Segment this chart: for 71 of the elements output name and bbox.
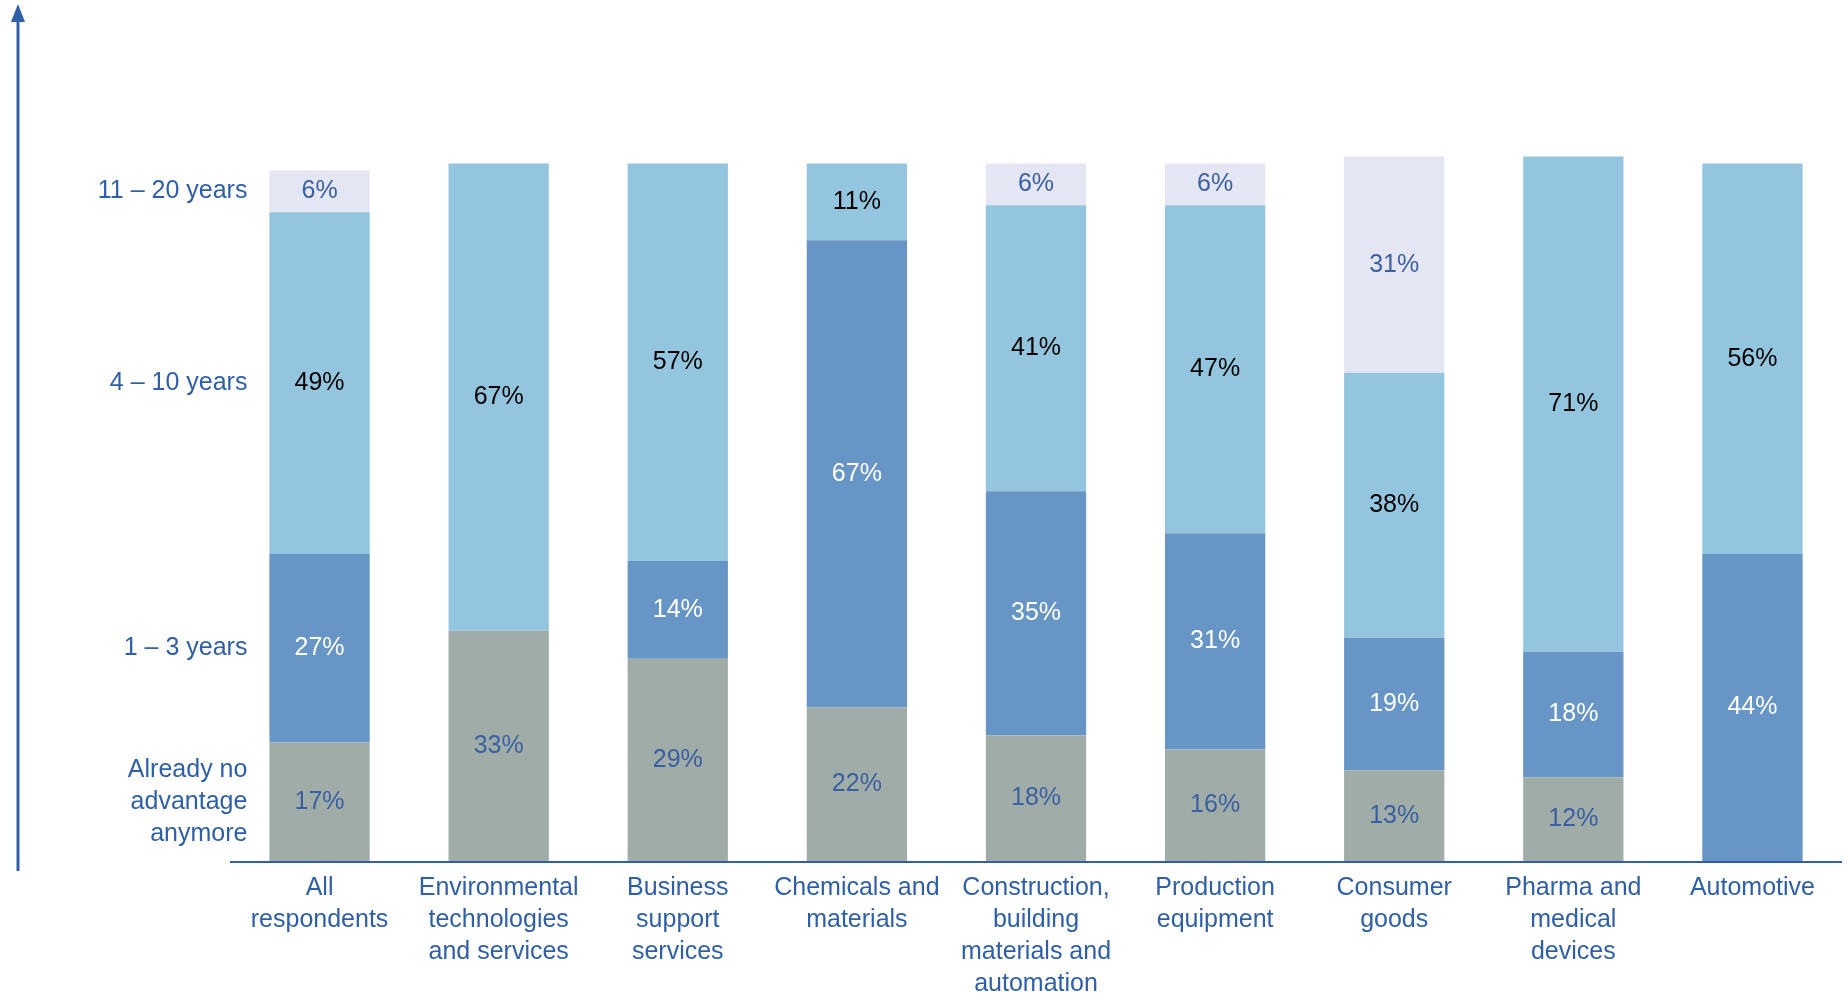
data-label: 6% [1017,168,1055,197]
bar [1164,749,1266,861]
bar [985,491,1087,736]
series-label: Already no advantage anymore [127,753,248,846]
bar [1344,156,1445,373]
data-label: 29% [652,743,703,772]
bar [806,707,908,861]
data-label: 41% [1010,332,1062,361]
bar [269,212,370,555]
x-tick-label: All respondents [250,871,389,932]
x-tick-label: Automotive [1689,871,1815,900]
data-label: 14% [652,593,703,622]
data-label: 18% [1010,782,1062,811]
bar [985,735,1087,861]
x-tick-label: Pharma and medical devices [1505,871,1642,964]
bar [627,163,728,562]
data-label: 27% [294,632,345,661]
data-label: 56% [1727,342,1778,371]
series-label: 1 – 3 years [123,632,248,661]
bar [627,561,728,659]
bar [1164,163,1266,206]
bar [806,240,908,708]
bar [1344,372,1445,638]
bar [1344,637,1445,771]
data-label: 57% [652,346,703,375]
data-label: 35% [1010,597,1062,626]
x-tick-label: Business support services [627,871,729,964]
x-tick-label: Chemicals and materials [774,871,940,932]
bar [269,554,370,743]
bar [985,163,1087,206]
data-label: 17% [294,785,345,814]
data-label: 71% [1548,388,1599,417]
data-label: 13% [1369,799,1420,828]
data-label: 18% [1548,698,1599,727]
x-tick-label: Consumer goods [1336,871,1452,932]
x-tick-label: Environmental technologies and services [418,871,579,964]
bar [1702,554,1803,861]
series-label: 4 – 10 years [109,367,248,396]
data-label: 11% [832,185,881,214]
series-label: 11 – 20 years [97,175,248,204]
bar [448,630,549,861]
data-label: 31% [1369,248,1420,277]
bar [1164,205,1266,534]
data-label: 33% [473,729,524,758]
bar [627,658,728,861]
data-label: 67% [831,457,882,486]
data-label: 19% [1369,687,1420,716]
bar [1523,156,1624,652]
bar [1523,651,1624,778]
bar [1164,533,1266,750]
data-label: 38% [1369,489,1420,518]
data-label: 47% [1190,353,1241,382]
data-label: 6% [301,175,338,204]
data-label: 67% [473,381,524,410]
data-label: 44% [1727,691,1778,720]
bar [1344,770,1445,861]
bar [985,205,1087,492]
x-tick-label: Production equipment [1155,871,1275,932]
bar [1523,777,1624,861]
data-label: 16% [1190,789,1241,818]
data-label: 12% [1548,803,1599,832]
data-label: 49% [294,367,345,396]
bar [1702,163,1803,555]
data-label: 22% [831,768,882,797]
x-tick-label: Construction, building materials and automation [960,871,1112,996]
bar [269,170,370,213]
bar [448,163,549,631]
bar [269,742,370,861]
data-label: 6% [1197,168,1234,197]
data-label: 31% [1190,625,1241,654]
bar [806,163,908,241]
